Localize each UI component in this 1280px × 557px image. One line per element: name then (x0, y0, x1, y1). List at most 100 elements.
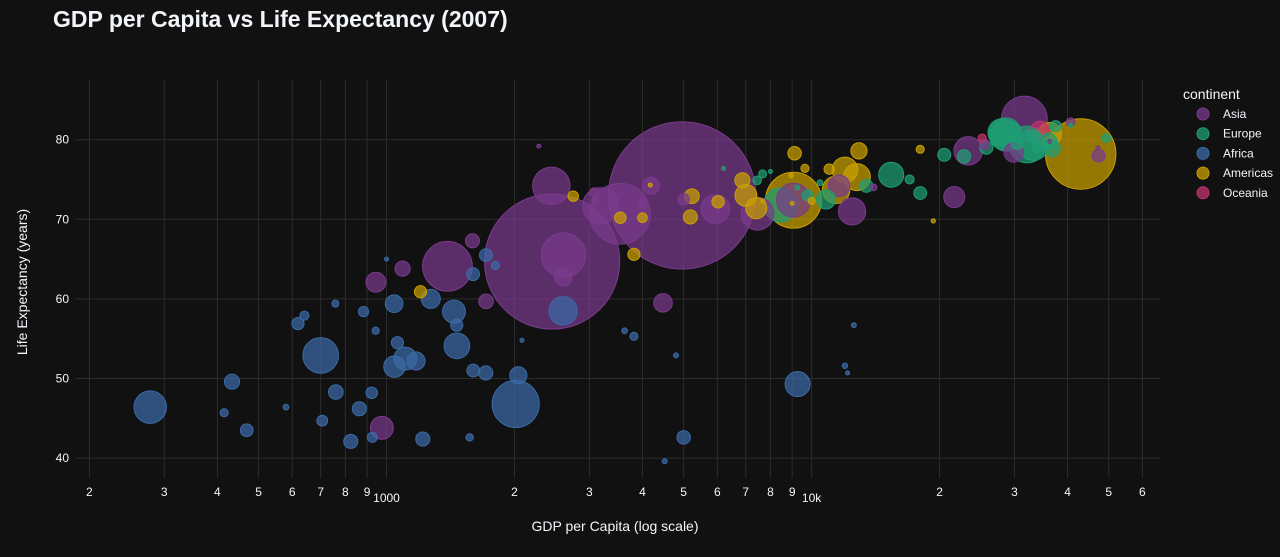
data-point-asia[interactable] (589, 187, 600, 198)
legend-label-africa[interactable]: Africa (1223, 146, 1254, 160)
data-point-africa[interactable] (465, 433, 474, 442)
data-point-asia[interactable] (1091, 148, 1106, 163)
data-point-americas[interactable] (789, 200, 795, 206)
data-point-americas[interactable] (614, 211, 627, 224)
data-point-africa[interactable] (219, 408, 229, 418)
data-point-americas[interactable] (627, 247, 641, 261)
data-point-africa[interactable] (133, 390, 167, 424)
data-point-europe[interactable] (1049, 120, 1062, 133)
data-point-africa[interactable] (299, 310, 310, 321)
data-point-americas[interactable] (915, 144, 925, 154)
data-point-africa[interactable] (841, 362, 849, 369)
data-point-americas[interactable] (807, 196, 816, 206)
data-point-europe[interactable] (721, 165, 727, 171)
data-point-europe[interactable] (752, 175, 762, 186)
data-point-africa[interactable] (673, 352, 679, 359)
data-point-africa[interactable] (331, 299, 340, 308)
data-point-europe[interactable] (816, 179, 824, 187)
data-point-americas[interactable] (413, 285, 428, 299)
data-point-europe[interactable] (937, 147, 952, 162)
data-point-europe[interactable] (878, 161, 905, 188)
data-point-asia[interactable] (869, 183, 878, 192)
data-point-africa[interactable] (343, 433, 359, 449)
data-point-asia[interactable] (677, 193, 690, 206)
data-point-europe[interactable] (904, 174, 915, 185)
data-point-americas[interactable] (734, 172, 751, 189)
data-point-africa[interactable] (223, 373, 241, 390)
data-point-europe[interactable] (1101, 133, 1112, 143)
data-point-asia[interactable] (554, 268, 573, 287)
data-point-africa[interactable] (519, 337, 525, 343)
data-point-asia[interactable] (637, 198, 648, 209)
legend-label-oceania[interactable]: Oceania (1223, 186, 1268, 200)
data-point-asia[interactable] (532, 166, 571, 206)
data-point-asia[interactable] (582, 187, 620, 225)
data-point-americas[interactable] (930, 218, 936, 224)
legend-label-americas[interactable]: Americas (1223, 166, 1273, 180)
data-point-europe[interactable] (1026, 128, 1040, 142)
data-point-africa[interactable] (383, 355, 406, 378)
data-point-africa[interactable] (478, 248, 493, 263)
data-point-africa[interactable] (357, 306, 370, 318)
data-point-africa[interactable] (661, 458, 668, 465)
data-point-europe[interactable] (1039, 140, 1050, 151)
data-point-africa[interactable] (491, 379, 540, 429)
data-point-africa[interactable] (328, 384, 344, 400)
data-point-africa[interactable] (466, 267, 480, 282)
data-point-africa[interactable] (845, 370, 851, 376)
data-point-africa[interactable] (548, 296, 578, 326)
data-point-africa[interactable] (415, 431, 431, 447)
data-point-europe[interactable] (794, 184, 801, 191)
legend-marker-europe[interactable] (1196, 127, 1210, 141)
data-point-americas[interactable] (637, 212, 648, 224)
data-point-africa[interactable] (676, 430, 691, 445)
data-point-africa[interactable] (371, 326, 380, 335)
legend-marker-americas[interactable] (1196, 166, 1210, 180)
data-point-asia[interactable] (1047, 138, 1053, 144)
data-point-americas[interactable] (567, 190, 579, 202)
data-point-europe[interactable] (1068, 122, 1074, 128)
data-point-africa[interactable] (239, 423, 254, 438)
data-point-europe[interactable] (913, 186, 928, 200)
data-point-americas[interactable] (823, 163, 835, 175)
data-point-africa[interactable] (509, 366, 528, 385)
data-point-africa[interactable] (406, 351, 426, 371)
data-point-africa[interactable] (383, 256, 390, 262)
data-point-africa[interactable] (302, 337, 339, 374)
data-point-europe[interactable] (767, 169, 773, 175)
data-point-europe[interactable] (1010, 137, 1024, 150)
data-point-africa[interactable] (291, 316, 305, 331)
data-point-americas[interactable] (788, 172, 794, 179)
legend-label-europe[interactable]: Europe (1223, 127, 1262, 141)
data-point-americas[interactable] (787, 145, 802, 161)
data-point-americas[interactable] (647, 182, 653, 188)
data-point-asia[interactable] (394, 260, 411, 277)
data-point-africa[interactable] (490, 260, 500, 271)
data-point-europe[interactable] (987, 118, 1016, 147)
data-point-europe[interactable] (758, 169, 768, 179)
data-point-africa[interactable] (629, 331, 639, 341)
data-point-asia[interactable] (365, 271, 387, 293)
legend-marker-africa[interactable] (1196, 146, 1210, 160)
data-point-asia[interactable] (943, 185, 966, 209)
data-point-africa[interactable] (316, 414, 329, 427)
data-point-asia[interactable] (653, 293, 673, 313)
data-point-africa[interactable] (282, 403, 290, 411)
legend-marker-oceania[interactable] (1196, 186, 1210, 200)
data-point-asia[interactable] (1095, 145, 1101, 151)
data-point-africa[interactable] (443, 332, 471, 360)
data-point-africa[interactable] (390, 336, 405, 350)
data-point-asia[interactable] (837, 197, 867, 226)
data-point-americas[interactable] (760, 198, 766, 204)
legend[interactable]: continent Asia Europe Africa Americas Oceani… (1183, 86, 1273, 200)
data-point-africa[interactable] (478, 365, 494, 381)
data-point-africa[interactable] (621, 327, 629, 335)
data-point-oceania[interactable] (977, 133, 987, 143)
data-point-americas[interactable] (682, 209, 698, 225)
data-point-asia[interactable] (464, 233, 481, 249)
data-point-africa[interactable] (784, 371, 811, 398)
data-point-americas[interactable] (850, 142, 868, 160)
legend-label-asia[interactable]: Asia (1223, 107, 1247, 121)
data-point-asia[interactable] (591, 196, 600, 205)
